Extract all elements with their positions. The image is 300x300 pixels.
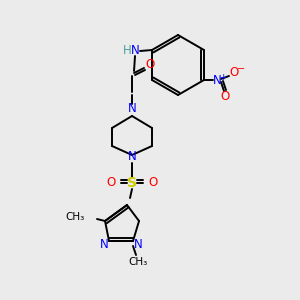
Text: O: O [148,176,158,190]
Text: N: N [128,151,136,164]
Text: N: N [134,238,142,251]
Text: +: + [219,73,227,82]
Text: O: O [220,91,230,103]
Text: O: O [106,176,116,190]
Text: −: − [237,64,245,74]
Text: S: S [127,176,137,190]
Text: CH₃: CH₃ [128,257,148,267]
Text: O: O [146,58,154,71]
Text: N: N [128,103,136,116]
Text: O: O [230,67,238,80]
Text: N: N [130,44,140,58]
Text: N: N [100,238,108,251]
Text: H: H [123,44,131,58]
Text: CH₃: CH₃ [66,212,85,222]
Text: N: N [213,74,221,86]
